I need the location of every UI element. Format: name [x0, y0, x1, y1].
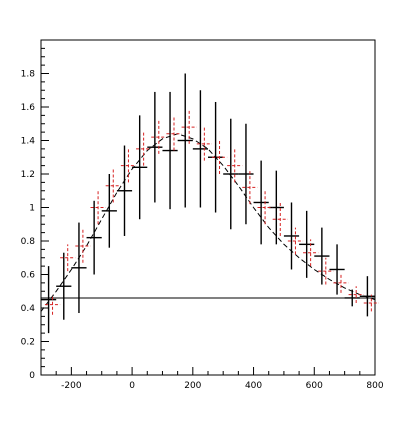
data-point [299, 210, 315, 278]
data-point [116, 145, 133, 236]
y-tick-label: 1.4 [21, 137, 36, 147]
x-tick-label: 0 [129, 381, 135, 391]
x-tick-label: 400 [245, 381, 262, 391]
y-tick-label: 0 [29, 371, 35, 381]
data-point [242, 170, 258, 205]
data-point [318, 257, 334, 285]
fit-curve [40, 133, 376, 312]
x-axis: -200 0 200 400 600 800 [40, 367, 384, 391]
data-point [238, 123, 254, 225]
data-point [253, 160, 269, 245]
y-axis: 0 0.2 0.4 0.6 0.8 1 1.2 1.4 1.6 1.8 [21, 47, 49, 381]
y-tick-label: 0.4 [21, 304, 36, 314]
data-point [132, 115, 148, 220]
data-point [162, 91, 178, 210]
data-point [363, 294, 379, 312]
data-point [177, 73, 193, 208]
data-point [211, 140, 228, 174]
data-point [257, 190, 273, 225]
data-point [120, 148, 137, 183]
data-point [344, 289, 360, 307]
data-point [105, 168, 121, 203]
data-point [136, 132, 152, 166]
data-point [192, 90, 208, 208]
series-layer [41, 73, 379, 334]
data-point [196, 127, 212, 161]
data-point [75, 229, 91, 263]
data-point [166, 117, 182, 151]
data-point [283, 202, 300, 270]
x-tick-label: 600 [306, 381, 323, 391]
data-point [303, 239, 319, 267]
y-tick-label: 0.6 [21, 271, 36, 281]
data-point [181, 110, 197, 144]
y-tick-label: 0.8 [21, 237, 36, 247]
data-point [90, 190, 106, 225]
data-point [147, 91, 163, 203]
data-point [314, 227, 330, 285]
red-series [44, 110, 379, 315]
data-point [86, 200, 102, 275]
data-point [151, 120, 167, 154]
data-point [227, 148, 243, 183]
y-tick-label: 1.8 [21, 70, 36, 80]
data-point [101, 174, 117, 248]
black-series [41, 73, 375, 334]
data-point [268, 170, 284, 245]
fit-curve-layer [40, 133, 376, 312]
x-tick-label: -200 [61, 381, 82, 391]
data-point [41, 266, 57, 334]
data-point [60, 244, 76, 272]
y-tick-label: 1.6 [21, 103, 36, 113]
data-point [56, 252, 72, 320]
y-tick-label: 1 [29, 204, 35, 214]
data-point [44, 294, 61, 315]
y-tick-label: 1.2 [21, 170, 35, 180]
data-point [348, 286, 364, 303]
data-point [71, 222, 87, 314]
data-point [208, 101, 224, 213]
data-point [272, 202, 288, 236]
data-point [223, 118, 239, 230]
data-point [359, 276, 375, 317]
y-tick-label: 0.2 [21, 338, 35, 348]
x-tick-label: 800 [366, 381, 383, 391]
data-point [333, 272, 349, 293]
data-point [287, 227, 304, 255]
data-point [329, 244, 345, 295]
x-tick-label: 200 [184, 381, 201, 391]
